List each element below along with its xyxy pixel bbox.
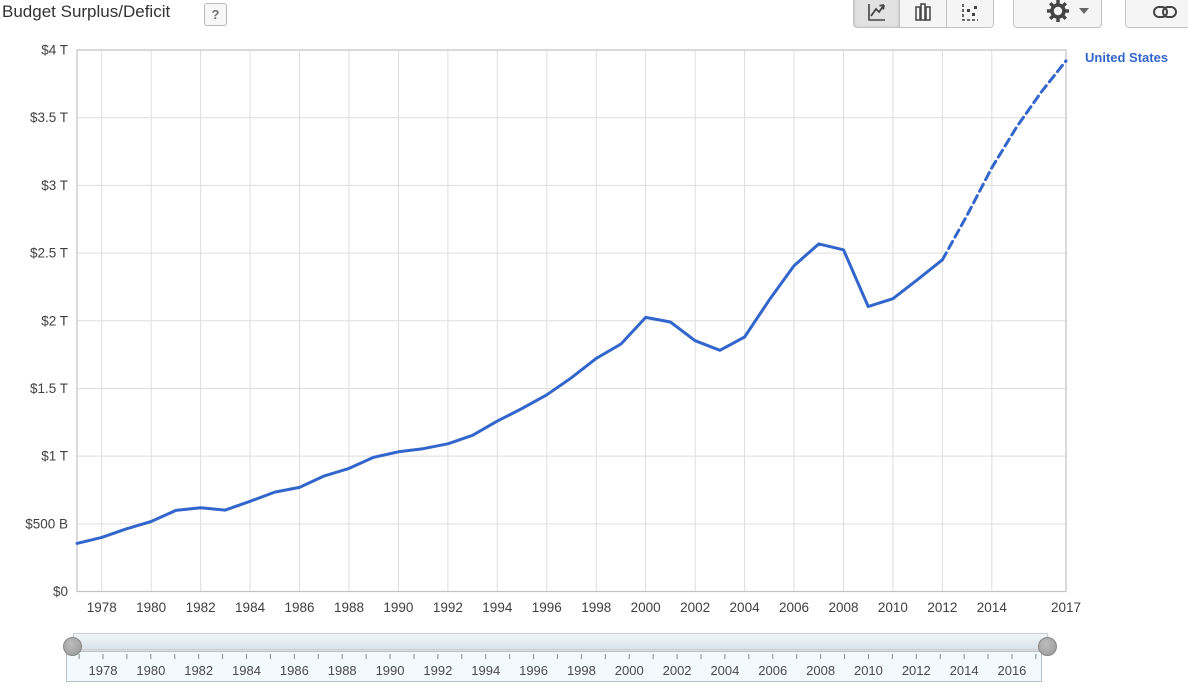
x-axis-tick-label: 2014 <box>977 600 1008 615</box>
share-link-button[interactable] <box>1125 0 1188 28</box>
settings-button[interactable] <box>1013 0 1102 28</box>
slider-year-label: 2010 <box>854 663 883 678</box>
chart-type-switcher <box>853 0 994 28</box>
x-axis-tick-label: 2000 <box>631 600 661 615</box>
x-axis-tick-label: 2010 <box>878 600 908 615</box>
x-axis-tick-label: 1996 <box>532 600 562 615</box>
slider-year-label: 2004 <box>710 663 739 678</box>
x-axis-tick-label: 1988 <box>334 600 364 615</box>
slider-year-label: 1992 <box>423 663 452 678</box>
x-axis-tick-label: 2004 <box>730 600 761 615</box>
y-axis-tick-label: $500 B <box>25 516 68 531</box>
x-axis-tick-label: 1992 <box>433 600 463 615</box>
y-axis-tick-label: $2.5 T <box>30 246 68 261</box>
slider-year-label: 2000 <box>615 663 644 678</box>
slider-year-label: 1988 <box>328 663 357 678</box>
slider-year-label: 2006 <box>758 663 787 678</box>
slider-year-label: 1994 <box>471 663 500 678</box>
slider-year-label: 1984 <box>232 663 261 678</box>
y-axis-tick-label: $1.5 T <box>30 381 68 396</box>
time-slider-axis-canvas: 1978 1980 1982 1984 1986 1988 1990 1992 1994 1996… <box>78 654 1037 678</box>
time-slider-left-handle[interactable] <box>63 637 82 656</box>
y-axis-tick-label: $4 T <box>41 43 68 58</box>
bar-chart-button[interactable] <box>900 0 947 28</box>
x-axis-tick-label: 2002 <box>680 600 710 615</box>
slider-year-label: 2016 <box>997 663 1026 678</box>
slider-year-label: 1990 <box>376 663 405 678</box>
legend-united-states[interactable]: United States <box>1085 50 1168 65</box>
time-slider-axis: 1978 1980 1982 1984 1986 1988 1990 1992 1994 1996… <box>66 651 1042 682</box>
slider-year-label: 2002 <box>663 663 692 678</box>
slider-year-label: 1978 <box>89 663 118 678</box>
y-axis-tick-label: $3.5 T <box>30 110 68 125</box>
slider-year-label: 1986 <box>280 663 309 678</box>
series-line-united-states[interactable] <box>75 242 944 545</box>
scatter-chart-button[interactable] <box>947 0 994 28</box>
x-axis-tick-label: 1980 <box>136 600 166 615</box>
x-axis-tick-label: 1978 <box>87 600 117 615</box>
line-chart-canvas: $4 T $3.5 T $3 T $2.5 T $2 T $1.5 T $1 T $500 B… <box>25 43 1168 616</box>
x-axis-tick-label: 2017 <box>1051 600 1081 615</box>
x-axis-tick-label: 1982 <box>186 600 216 615</box>
y-axis-tick-label: $1 T <box>41 449 68 464</box>
y-axis-tick-label: $0 <box>53 584 68 599</box>
slider-year-label: 2014 <box>950 663 979 678</box>
x-axis-tick-label: 2012 <box>927 600 957 615</box>
help-button[interactable]: ? <box>204 3 227 26</box>
slider-year-label: 2008 <box>806 663 835 678</box>
slider-year-label: 1996 <box>519 663 548 678</box>
line-chart-button[interactable] <box>853 0 900 28</box>
time-slider-track[interactable] <box>73 633 1048 650</box>
x-axis-tick-label: 1984 <box>235 600 266 615</box>
x-axis-tick-label: 1998 <box>581 600 611 615</box>
slider-year-label: 1998 <box>567 663 596 678</box>
x-axis-tick-label: 2008 <box>828 600 858 615</box>
y-axis-tick-label: $2 T <box>41 313 68 328</box>
x-axis-tick-label: 1986 <box>285 600 315 615</box>
slider-year-label: 1982 <box>184 663 213 678</box>
time-slider-right-handle[interactable] <box>1038 637 1057 656</box>
x-axis-tick-label: 1990 <box>383 600 413 615</box>
plot-border <box>76 49 1067 593</box>
chevron-down-icon <box>1079 8 1089 14</box>
page-title: Budget Surplus/Deficit <box>2 2 171 21</box>
x-axis-tick-label: 1994 <box>482 600 513 615</box>
slider-year-label: 1980 <box>136 663 165 678</box>
x-axis-tick-label: 2006 <box>779 600 809 615</box>
series-line-united-states-projection[interactable] <box>940 59 1068 262</box>
y-axis-tick-label: $3 T <box>41 178 68 193</box>
slider-year-label: 2012 <box>902 663 931 678</box>
